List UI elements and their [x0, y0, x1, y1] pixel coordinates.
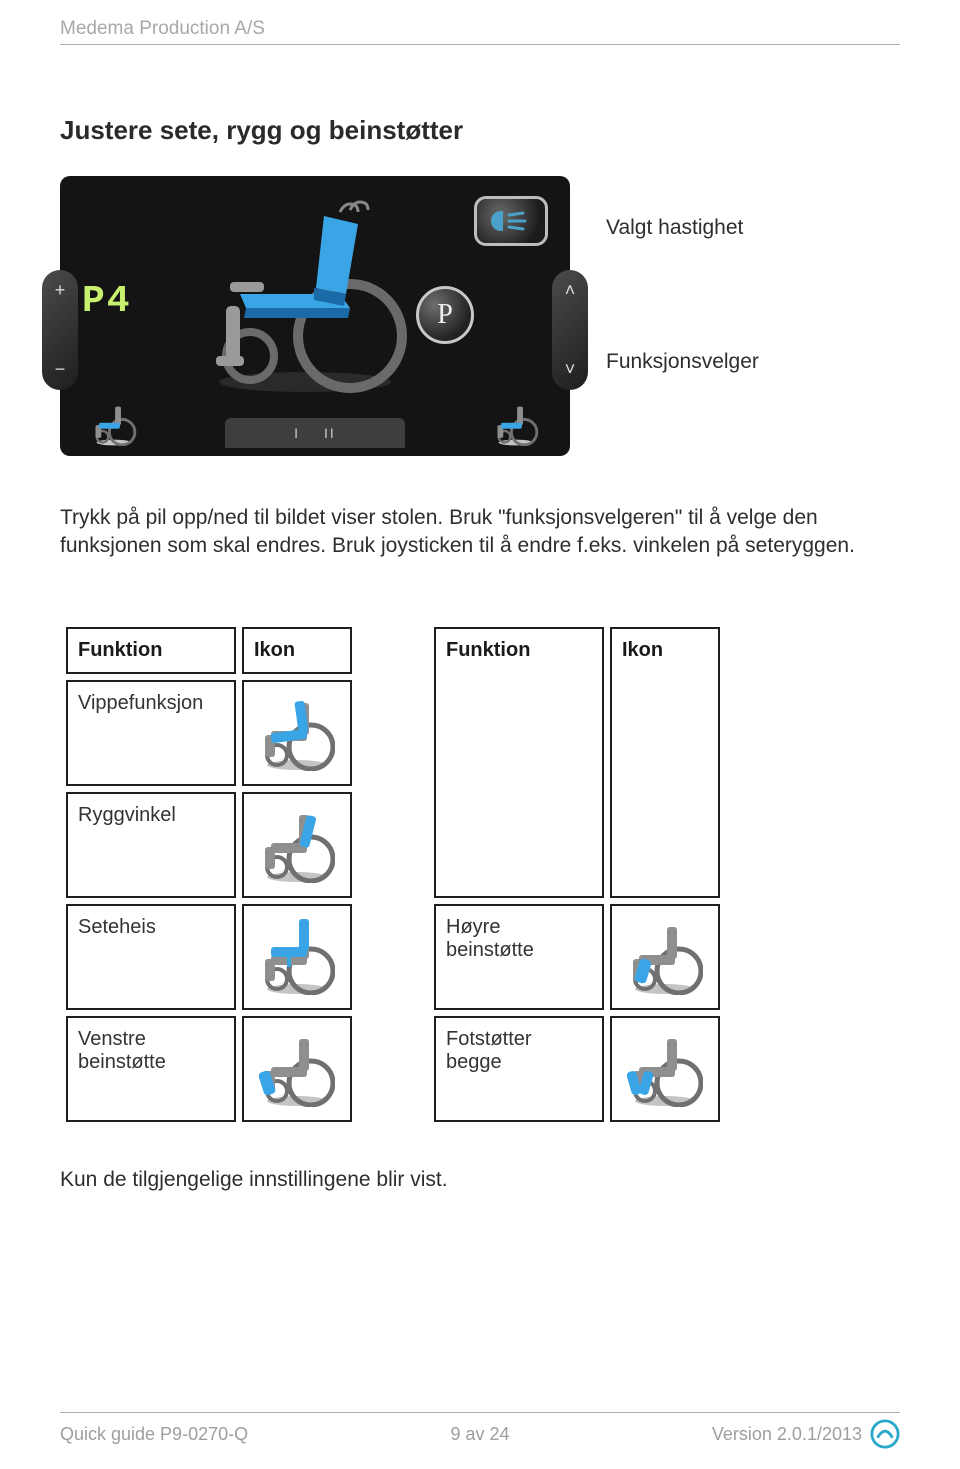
p-label: P — [437, 299, 453, 331]
selector-label: Funksjonsvelger — [606, 350, 759, 374]
leg-right-icon — [622, 916, 708, 998]
table-row: Høyre beinstøtte — [434, 904, 720, 1010]
panel-thumb-right — [488, 402, 544, 446]
table-header: Funktion — [66, 627, 236, 674]
headlight-button[interactable] — [474, 196, 548, 246]
function-label: Fotstøtter begge — [434, 1016, 604, 1122]
up-down-rocker[interactable]: ˄ ˅ — [552, 270, 588, 390]
panel-thumb-left — [86, 402, 142, 446]
table-row: Fotstøtter begge — [434, 1016, 720, 1122]
axis-two-icon: II — [324, 425, 336, 441]
function-table-left: Funktion Ikon Vippefunksjon Ryggvinkel S… — [60, 621, 358, 1128]
footer-rule — [60, 1412, 900, 1413]
plus-minus-rocker[interactable]: + − — [42, 270, 78, 390]
function-label: Venstre beinstøtte — [66, 1016, 236, 1122]
function-tables-row: Funktion Ikon Vippefunksjon Ryggvinkel S… — [60, 621, 900, 1128]
chevron-up-icon: ˄ — [565, 280, 576, 301]
page-footer: Quick guide P9-0270-Q 9 av 24 Version 2.… — [60, 1412, 900, 1449]
medema-logo-icon — [870, 1419, 900, 1449]
control-display-panel: + − ˄ ˅ P4 — [60, 176, 570, 456]
wheelchair-main-icon — [190, 196, 420, 396]
table-row: Ryggvinkel — [66, 792, 352, 898]
back-angle-icon — [254, 804, 340, 886]
plus-icon: + — [55, 280, 66, 301]
tilt-icon — [254, 692, 340, 774]
profile-indicator: P4 — [82, 280, 132, 323]
function-label: Vippefunksjon — [66, 680, 236, 786]
function-table-right: Funktion Ikon Høyre beinstøtte Fotstøtte… — [428, 621, 726, 1128]
headlight-icon — [489, 207, 533, 235]
function-label: Høyre beinstøtte — [434, 904, 604, 1010]
axis-indicator-bar: I II — [225, 418, 405, 448]
display-row: + − ˄ ˅ P4 — [60, 176, 900, 456]
table-row: Seteheis — [66, 904, 352, 1010]
table-row: Vippefunksjon — [66, 680, 352, 786]
header-rule — [60, 44, 900, 45]
instruction-paragraph: Trykk på pil opp/ned til bildet viser st… — [60, 504, 880, 561]
table-header: Ikon — [610, 627, 720, 898]
seat-lift-icon — [254, 916, 340, 998]
header-company: Medema Production A/S — [60, 18, 900, 44]
feet-both-icon — [622, 1028, 708, 1110]
axis-one-icon: I — [294, 425, 300, 441]
footer-doc-id: Quick guide P9-0270-Q — [60, 1424, 248, 1445]
table-header: Ikon — [242, 627, 352, 674]
speed-label: Valgt hastighet — [606, 216, 759, 240]
table-header: Funktion — [434, 627, 604, 898]
footer-page-number: 9 av 24 — [450, 1424, 509, 1445]
footnote: Kun de tilgjengelige innstillingene blir… — [60, 1168, 900, 1192]
section-title: Justere sete, rygg og beinstøtter — [60, 115, 900, 146]
footer-version: Version 2.0.1/2013 — [712, 1424, 862, 1445]
minus-icon: − — [55, 359, 66, 380]
function-label: Seteheis — [66, 904, 236, 1010]
table-row: Venstre beinstøtte — [66, 1016, 352, 1122]
callout-labels: Valgt hastighet Funksjonsvelger — [606, 176, 759, 374]
leg-left-icon — [254, 1028, 340, 1110]
function-label: Ryggvinkel — [66, 792, 236, 898]
chevron-down-icon: ˅ — [565, 359, 576, 380]
p-mode-button[interactable]: P — [416, 286, 474, 344]
